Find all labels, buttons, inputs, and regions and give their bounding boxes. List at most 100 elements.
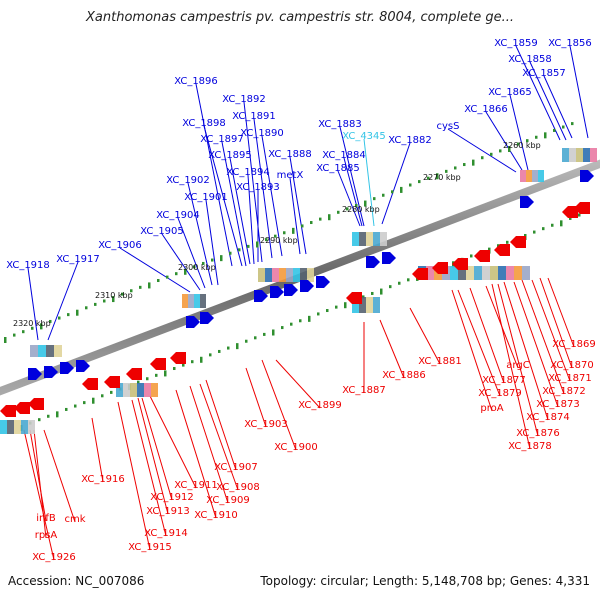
gene-label-bottom[interactable]: rpsA	[35, 530, 58, 541]
gene-block[interactable]	[151, 383, 158, 397]
forward-gene-arrow[interactable]	[520, 196, 534, 208]
gene-block[interactable]	[54, 345, 62, 357]
gene-block[interactable]	[30, 345, 38, 357]
forward-gene-arrow[interactable]	[382, 252, 396, 264]
gene-label-top[interactable]: XC_1866	[464, 104, 508, 115]
forward-gene-arrow[interactable]	[60, 362, 74, 374]
gene-label-top[interactable]: XC_4345	[342, 131, 386, 142]
gene-label-bottom[interactable]: XC_1913	[146, 506, 190, 517]
gene-label-bottom[interactable]: XC_1879	[478, 388, 522, 399]
gene-band[interactable]	[182, 294, 206, 308]
gene-label-bottom[interactable]: XC_1907	[214, 462, 258, 473]
reverse-gene-arrow[interactable]	[0, 405, 16, 417]
gene-label-top[interactable]: XC_1893	[236, 182, 280, 193]
gene-band[interactable]	[352, 232, 387, 246]
gene-label-top[interactable]: XC_1904	[156, 210, 200, 221]
forward-gene-arrow[interactable]	[76, 360, 90, 372]
gene-label-bottom[interactable]: XC_1915	[128, 542, 172, 553]
gene-label-top[interactable]: XC_1896	[174, 76, 218, 87]
forward-gene-arrow[interactable]	[366, 256, 380, 268]
gene-label-top[interactable]: XC_1902	[166, 175, 210, 186]
gene-block[interactable]	[482, 266, 490, 280]
reverse-gene-arrow[interactable]	[170, 352, 186, 364]
gene-label-bottom[interactable]: XC_1873	[536, 399, 580, 410]
gene-label-top[interactable]: XC_1906	[98, 240, 142, 251]
gene-label-top[interactable]: XC_1883	[318, 119, 362, 130]
gene-block[interactable]	[14, 420, 21, 434]
gene-block[interactable]	[200, 294, 206, 308]
gene-label-top[interactable]: XC_1901	[184, 192, 228, 203]
forward-gene-arrow[interactable]	[186, 316, 200, 328]
gene-block[interactable]	[352, 297, 359, 313]
gene-label-top[interactable]: XC_1917	[56, 254, 100, 265]
gene-label-top[interactable]: XC_1897	[200, 134, 244, 145]
gene-label-bottom[interactable]: XC_1876	[516, 428, 560, 439]
gene-block[interactable]	[352, 232, 359, 246]
gene-block[interactable]	[265, 268, 272, 282]
gene-block[interactable]	[522, 266, 530, 280]
gene-block[interactable]	[526, 170, 532, 182]
gene-label-bottom[interactable]: XC_1869	[552, 339, 596, 350]
gene-block[interactable]	[123, 383, 130, 397]
reverse-gene-arrow[interactable]	[82, 378, 98, 390]
gene-block[interactable]	[373, 297, 380, 313]
gene-block[interactable]	[520, 170, 526, 182]
gene-block[interactable]	[576, 148, 583, 162]
forward-gene-arrow[interactable]	[254, 290, 268, 302]
gene-label-top[interactable]: XC_1884	[322, 150, 366, 161]
gene-block[interactable]	[514, 266, 522, 280]
gene-label-bottom[interactable]: XC_1887	[342, 385, 386, 396]
gene-block[interactable]	[474, 266, 482, 280]
gene-label-top[interactable]: XC_1891	[232, 111, 276, 122]
gene-block[interactable]	[279, 268, 286, 282]
gene-label-bottom[interactable]: XC_1870	[550, 360, 594, 371]
gene-label-bottom[interactable]: argC	[506, 360, 529, 371]
reverse-gene-arrow[interactable]	[28, 398, 44, 410]
gene-block[interactable]	[583, 148, 590, 162]
gene-label-bottom[interactable]: XC_1881	[418, 356, 462, 367]
gene-label-top[interactable]: XC_1859	[494, 38, 538, 49]
gene-block[interactable]	[373, 232, 380, 246]
forward-gene-arrow[interactable]	[284, 284, 298, 296]
gene-block[interactable]	[538, 170, 544, 182]
gene-block[interactable]	[307, 268, 314, 282]
gene-label-top[interactable]: XC_1856	[548, 38, 592, 49]
forward-gene-arrow[interactable]	[200, 312, 214, 324]
gene-label-bottom[interactable]: XC_1899	[298, 400, 342, 411]
gene-label-top[interactable]: XC_1898	[182, 118, 226, 129]
gene-block[interactable]	[380, 232, 387, 246]
reverse-gene-arrow[interactable]	[346, 292, 362, 304]
reverse-gene-arrow[interactable]	[510, 236, 526, 248]
gene-label-bottom[interactable]: XC_1900	[274, 442, 318, 453]
gene-label-bottom[interactable]: XC_1886	[382, 370, 426, 381]
gene-block[interactable]	[426, 266, 434, 280]
gene-block[interactable]	[188, 294, 194, 308]
gene-block[interactable]	[116, 383, 123, 397]
gene-block[interactable]	[21, 420, 28, 434]
gene-block[interactable]	[28, 420, 35, 434]
gene-label-bottom[interactable]: XC_1908	[216, 482, 260, 493]
gene-label-bottom[interactable]: XC_1912	[150, 492, 194, 503]
forward-gene-arrow[interactable]	[580, 170, 594, 182]
forward-gene-arrow[interactable]	[28, 368, 42, 380]
reverse-gene-arrow[interactable]	[474, 250, 490, 262]
gene-block[interactable]	[258, 268, 265, 282]
forward-gene-arrow[interactable]	[270, 286, 284, 298]
gene-label-bottom[interactable]: XC_1878	[508, 441, 552, 452]
gene-label-top[interactable]: XC_1885	[316, 163, 360, 174]
gene-label-top[interactable]: XC_1892	[222, 94, 266, 105]
gene-label-bottom[interactable]: XC_1914	[144, 528, 188, 539]
gene-block[interactable]	[359, 232, 366, 246]
gene-label-bottom[interactable]: XC_1871	[548, 373, 592, 384]
gene-block[interactable]	[46, 345, 54, 357]
forward-gene-arrow[interactable]	[316, 276, 330, 288]
gene-block[interactable]	[590, 148, 597, 162]
gene-label-top[interactable]: XC_1918	[6, 260, 50, 271]
gene-label-top[interactable]: XC_1888	[268, 149, 312, 160]
gene-label-top[interactable]: XC_1895	[208, 150, 252, 161]
gene-band[interactable]	[116, 383, 158, 397]
gene-label-top[interactable]: XC_1865	[488, 87, 532, 98]
gene-label-bottom[interactable]: proA	[480, 403, 503, 414]
gene-label-bottom[interactable]: infB	[36, 513, 56, 524]
